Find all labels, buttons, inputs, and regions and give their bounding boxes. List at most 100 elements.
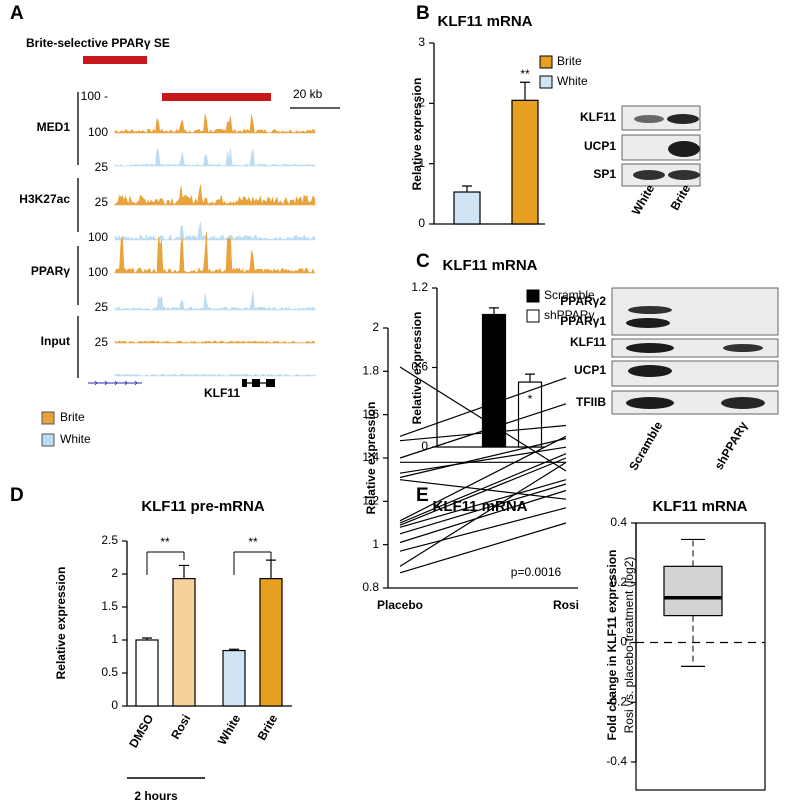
- panel-label: C: [416, 251, 430, 272]
- pair-line: [399, 366, 567, 472]
- strand-arrow: [124, 380, 128, 386]
- blot-row-label: SP1: [593, 167, 616, 181]
- pair-line: [399, 457, 567, 526]
- bar: [172, 578, 196, 707]
- blot-band: [723, 344, 763, 352]
- y-axis-label: Fold change in KLF11 expression: [605, 550, 619, 741]
- blot-band: [626, 397, 674, 409]
- pair-line: [399, 489, 567, 544]
- x-tick-label: DMSO: [126, 712, 156, 750]
- y-tick-label: 1.8: [362, 364, 379, 378]
- strand-arrow: [94, 380, 98, 386]
- legend-label: Brite: [60, 410, 85, 424]
- signal-track: [114, 231, 316, 274]
- error-bar: [462, 185, 472, 193]
- track-scale: 100 -: [81, 89, 108, 103]
- blot-lane-label: White: [629, 182, 658, 218]
- pair-line: [399, 377, 567, 437]
- y-tick-label: -0.2: [606, 694, 627, 708]
- y-tick-label: 1.5: [101, 599, 118, 613]
- strand-arrow: [104, 380, 108, 386]
- annotation: p=0.0016: [511, 565, 562, 579]
- plot-frame: [635, 522, 766, 791]
- legend-label: shPPARγ: [544, 308, 594, 322]
- pair-line: [399, 483, 567, 535]
- y-tick-label: 3: [418, 35, 425, 49]
- error-bar: [142, 637, 152, 640]
- y-tick-label: 1.2: [411, 280, 428, 294]
- signal-track: [114, 373, 316, 377]
- se-bar: [83, 56, 147, 64]
- y-tick-label: -0.4: [606, 754, 627, 768]
- blot-band: [626, 318, 670, 328]
- y-tick-label: 1: [111, 632, 118, 646]
- blot-row-label: PPARγ2: [560, 294, 606, 308]
- y-tick-label: 0.2: [610, 575, 627, 589]
- track-label: MED1: [37, 120, 71, 134]
- error-bar: [229, 648, 239, 651]
- y-axis-label: Relative expression: [364, 402, 378, 515]
- y-axis-label: Relative expression: [410, 312, 424, 425]
- y-tick-label: 0.5: [101, 665, 118, 679]
- annotation: 2 hours: [134, 789, 178, 803]
- signal-track: [114, 290, 316, 311]
- x-tick-label: Rosi: [168, 712, 193, 742]
- signal-track: [114, 222, 316, 242]
- legend-swatch: [526, 309, 540, 323]
- track-scale: 25: [95, 300, 109, 314]
- y-axis-label: Relative expression: [54, 567, 68, 680]
- y-tick-label: 1.2: [362, 494, 379, 508]
- pair-line: [399, 507, 567, 552]
- se-region: [162, 93, 271, 101]
- signal-track: [114, 114, 316, 134]
- panel-label: A: [10, 3, 24, 24]
- blot-row-label: TFIIB: [576, 395, 606, 409]
- chart-title: KLF11 mRNA: [437, 13, 532, 30]
- y-tick-label: 0: [421, 439, 428, 453]
- track-label: PPARγ: [31, 264, 70, 278]
- x-tick-label: Brite: [255, 712, 281, 743]
- browser-title: Brite-selective PPARγ SE: [26, 36, 170, 50]
- y-tick-label: 2.5: [101, 533, 118, 547]
- y-tick-label: 1: [418, 156, 425, 170]
- error-bar: [520, 81, 530, 101]
- y-tick-label: 2: [418, 96, 425, 110]
- strand-arrow: [114, 380, 118, 386]
- legend-swatch: [539, 55, 553, 69]
- y-tick-label: 0: [418, 216, 425, 230]
- y-tick-label: 0.4: [610, 515, 627, 529]
- track-label: H3K27ac: [19, 192, 70, 206]
- chart-title: KLF11 mRNA: [652, 498, 747, 515]
- track-label: Input: [41, 334, 70, 348]
- blot-row-label: PPARγ1: [560, 314, 606, 328]
- panel-label: B: [416, 3, 430, 24]
- y-tick-label: 1.4: [362, 450, 379, 464]
- exon: [266, 379, 275, 387]
- bar: [222, 649, 246, 707]
- panel-label: E: [416, 485, 429, 506]
- y-tick-label: 0.8: [362, 580, 379, 594]
- error-bar: [489, 307, 499, 315]
- x-tick-label: White: [215, 712, 244, 748]
- pair-line: [399, 453, 567, 524]
- error-bar: [179, 564, 189, 579]
- annotation: **: [520, 67, 530, 81]
- chart-title: KLF11 mRNA: [442, 257, 537, 274]
- chart-title: KLF11 pre-mRNA: [141, 498, 265, 515]
- legend-label: White: [60, 432, 91, 446]
- blot-row-label: UCP1: [574, 363, 606, 377]
- gene-label: KLF11: [204, 386, 240, 400]
- scale-bar: 20 kb: [293, 87, 323, 101]
- track-scale: 25: [95, 160, 109, 174]
- pair-line: [399, 522, 567, 574]
- exon: [252, 379, 260, 387]
- blot-row-label: UCP1: [584, 139, 616, 153]
- bar: [453, 191, 481, 225]
- bar: [259, 578, 283, 707]
- y-tick-label: 0.6: [411, 360, 428, 374]
- bar: [511, 99, 539, 225]
- legend-swatch: [539, 75, 553, 89]
- pair-line: [399, 424, 567, 442]
- y-axis-label: Rosi vs. placebo-treatment (log2): [622, 557, 636, 734]
- legend-swatch: [41, 433, 55, 447]
